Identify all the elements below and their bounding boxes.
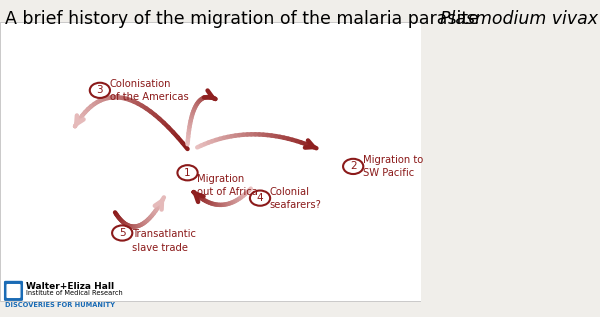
Text: 1: 1: [184, 168, 191, 178]
Text: Colonisation
of the Americas: Colonisation of the Americas: [110, 79, 188, 102]
Bar: [0, 22, 421, 301]
Text: Transatlantic
slave trade: Transatlantic slave trade: [132, 229, 196, 253]
Text: Institute of Medical Research: Institute of Medical Research: [26, 290, 122, 295]
Text: DISCOVERIES FOR HUMANITY: DISCOVERIES FOR HUMANITY: [5, 302, 115, 308]
Text: Migration
out of Africa: Migration out of Africa: [197, 174, 258, 197]
Text: Migration to
SW Pacific: Migration to SW Pacific: [363, 155, 424, 178]
Text: Colonial
seafarers?: Colonial seafarers?: [270, 186, 322, 210]
Text: 3: 3: [97, 85, 103, 95]
Text: 5: 5: [119, 228, 125, 238]
Text: Walter+Eliza Hall: Walter+Eliza Hall: [26, 282, 114, 291]
Text: A brief history of the migration of the malaria parasite: A brief history of the migration of the …: [5, 10, 485, 28]
Text: 2: 2: [350, 161, 356, 171]
Text: 4: 4: [257, 193, 263, 203]
FancyBboxPatch shape: [7, 285, 20, 297]
Text: Plasmodium vivax: Plasmodium vivax: [440, 10, 598, 28]
FancyBboxPatch shape: [5, 281, 22, 300]
